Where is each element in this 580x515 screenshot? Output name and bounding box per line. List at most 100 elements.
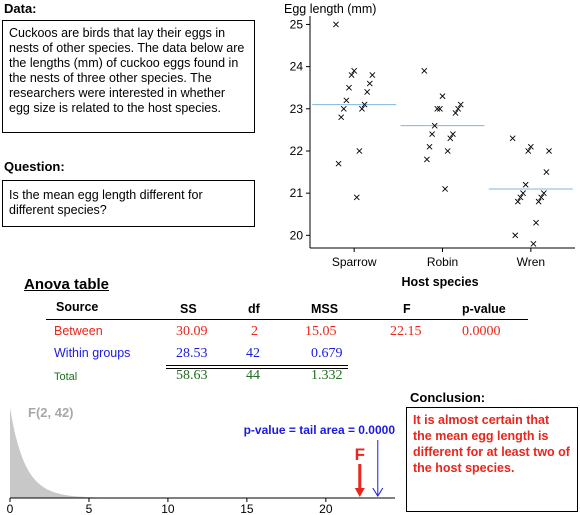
data-point-wren: [522, 181, 529, 188]
y-tick-label: 20: [290, 228, 304, 242]
data-point-robin: [452, 110, 459, 116]
conclusion-text: It is almost certain that the mean egg l…: [413, 413, 570, 475]
p-value-label: p-value = tail area = 0.0000: [244, 423, 396, 437]
data-point-sparrow: [364, 89, 371, 95]
data-point-wren: [540, 190, 547, 197]
question-box: Is the mean egg length different for dif…: [2, 180, 255, 227]
data-point-sparrow: [351, 67, 358, 74]
data-point-sparrow: [369, 72, 376, 78]
row-between-f: 22.15: [390, 324, 422, 339]
data-point-sparrow: [340, 105, 347, 112]
y-tick-label: 24: [290, 60, 304, 74]
observed-f-arrow: [354, 464, 365, 497]
data-point-sparrow: [335, 160, 342, 167]
row-between-source: Between: [54, 324, 103, 338]
data-point-robin: [434, 105, 441, 112]
conclusion-box: It is almost certain that the mean egg l…: [406, 407, 578, 512]
header-p-value: p-value: [462, 302, 506, 316]
data-point-robin: [421, 67, 428, 74]
data-point-robin: [442, 186, 449, 192]
data-points: [333, 21, 552, 247]
data-point-robin: [423, 156, 430, 163]
group-mean-lines: [312, 104, 573, 190]
observed-f-label: F: [355, 445, 365, 464]
f-x-tick-label: 10: [161, 502, 175, 515]
y-tick-label: 22: [290, 144, 304, 158]
data-point-wren: [525, 148, 532, 154]
data-point-wren: [546, 148, 552, 154]
data-point-wren: [543, 169, 550, 175]
anova-table-title: Anova table: [24, 276, 110, 293]
data-point-sparrow: [333, 21, 339, 28]
row-total-ss: 58.63: [176, 368, 208, 383]
x-tick-label-wren: Wren: [517, 255, 545, 269]
data-point-sparrow: [359, 105, 365, 112]
data-point-sparrow: [338, 114, 345, 121]
x-axis-label: Host species: [401, 275, 478, 289]
f-distribution-plot: F(2, 42) 0 5 10 15 20 p-value = tail area = …: [7, 405, 396, 515]
header-ss: SS: [180, 302, 197, 316]
data-point-wren: [533, 219, 539, 226]
row-between-p-value: 0.0000: [462, 324, 501, 339]
row-total-df: 44: [246, 368, 260, 383]
data-point-robin: [444, 148, 451, 154]
data-point-sparrow: [346, 84, 352, 91]
data-point-wren: [514, 198, 521, 205]
f-axis: 0 5 10 15 20: [7, 497, 395, 515]
data-point-robin: [429, 131, 436, 138]
data-point-robin: [431, 122, 438, 129]
header-source: Source: [56, 300, 99, 314]
data-point-wren: [517, 194, 524, 201]
question-text: Is the mean egg length different for dif…: [9, 188, 203, 217]
header-mss: MSS: [311, 302, 339, 316]
row-within-mss: 0.679: [311, 346, 343, 361]
row-within-ss: 28.53: [176, 346, 208, 361]
f-x-tick-label: 20: [319, 502, 333, 515]
f-density-area: [10, 408, 389, 498]
header-rule: [46, 319, 528, 320]
row-between-ss: 30.09: [176, 324, 208, 339]
data-point-wren: [520, 190, 526, 197]
f-distribution-title: F(2, 42): [28, 405, 74, 420]
row-within-df: 42: [246, 346, 260, 361]
y-axis-label: Egg length (mm): [284, 2, 376, 16]
y-tick-label: 25: [290, 17, 304, 31]
data-point-robin: [449, 131, 456, 138]
row-total-source: Total: [54, 371, 78, 383]
f-x-tick-label: 0: [7, 502, 14, 515]
data-point-sparrow: [361, 101, 368, 108]
data-point-robin: [436, 105, 443, 112]
f-x-tick-label: 15: [240, 502, 254, 515]
data-point-robin: [439, 93, 446, 100]
data-heading: Data:: [4, 1, 37, 16]
row-between-mss: 15.05: [305, 324, 337, 339]
row-within-source: Within groups: [54, 346, 131, 360]
total-rule-top: [166, 365, 348, 366]
row-between-df: 2: [251, 324, 258, 339]
data-description-box: Cuckoos are birds that lay their eggs in…: [2, 20, 255, 133]
data-point-wren: [530, 240, 537, 247]
data-point-wren: [512, 232, 519, 239]
y-tick-label: 21: [290, 186, 304, 200]
data-description-text: Cuckoos are birds that lay their eggs in…: [9, 26, 245, 115]
data-point-robin: [447, 135, 454, 142]
dot-plot-axes: 20 21 22 23 24 25 Sparrow Robin Wren: [290, 16, 575, 269]
data-point-wren: [527, 143, 534, 150]
data-point-robin: [426, 143, 433, 150]
header-df: df: [248, 302, 260, 316]
x-tick-label-sparrow: Sparrow: [332, 255, 377, 269]
data-point-wren: [535, 198, 542, 205]
data-point-sparrow: [353, 194, 360, 201]
question-heading: Question:: [4, 159, 65, 174]
data-point-wren: [509, 135, 516, 142]
x-tick-label-robin: Robin: [427, 255, 458, 269]
p-value-arrow: [372, 440, 384, 497]
data-point-robin: [455, 105, 462, 112]
data-point-sparrow: [366, 80, 373, 87]
data-point-wren: [538, 194, 545, 201]
total-rule-bottom: [166, 368, 348, 369]
header-f: F: [403, 302, 411, 316]
f-x-tick-label: 5: [86, 502, 93, 515]
data-point-sparrow: [348, 72, 355, 78]
conclusion-heading: Conclusion:: [410, 390, 486, 405]
